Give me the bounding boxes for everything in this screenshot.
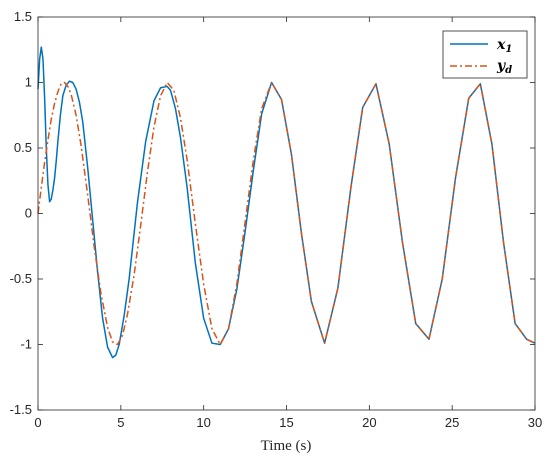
- series-layer: [37, 46, 536, 359]
- y-tick-label: 1.5: [14, 9, 32, 24]
- y-tick-label: 0.5: [14, 140, 32, 155]
- series-line-yd: [37, 81, 536, 346]
- legend-label-yd: yd: [496, 58, 512, 76]
- y-tick-label: 0: [25, 206, 32, 221]
- x-tick-label: 5: [117, 415, 124, 430]
- legend: x1 yd: [442, 30, 528, 79]
- series-line-x1: [37, 46, 536, 359]
- y-tick-label: 1: [25, 75, 32, 90]
- x-tick-label: 30: [528, 415, 542, 430]
- x-tick-label: 25: [445, 415, 459, 430]
- plot-background: [38, 17, 535, 410]
- y-tick-label: -1: [20, 337, 32, 352]
- x-axis-label: Time (s): [261, 438, 312, 454]
- y-tick-label: -1.5: [10, 402, 32, 417]
- legend-label-x1: x1: [496, 37, 512, 55]
- x-tick-label: 15: [279, 415, 293, 430]
- x-tick-label: 10: [196, 415, 210, 430]
- legend-label-x1-sub: 1: [505, 44, 512, 55]
- x-tick-label: 0: [34, 415, 41, 430]
- legend-label-yd-sub: d: [505, 65, 512, 76]
- x-tick-label: 20: [362, 415, 376, 430]
- legend-label-x1-base: x: [496, 37, 506, 53]
- y-tick-label: -0.5: [10, 271, 32, 286]
- x-axis: 0 5 10 15 20 25 30: [34, 17, 542, 430]
- y-axis: -1.5 -1 -0.5 0 0.5 1 1.5: [10, 9, 535, 417]
- legend-box: [442, 30, 528, 79]
- legend-label-yd-base: y: [496, 58, 506, 74]
